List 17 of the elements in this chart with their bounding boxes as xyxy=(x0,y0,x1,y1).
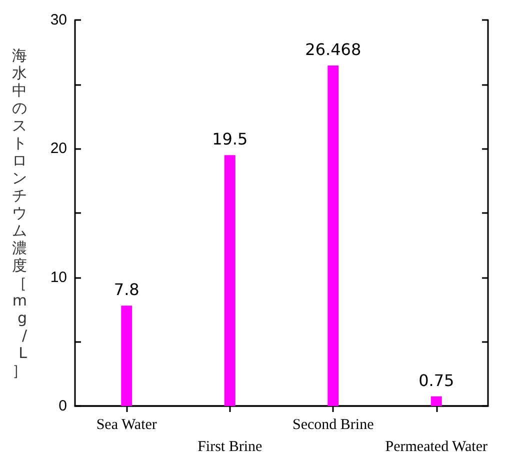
bar xyxy=(430,396,442,406)
bar xyxy=(121,306,132,406)
data-label: 7.8 xyxy=(114,280,140,300)
bar xyxy=(328,65,339,406)
data-label: 0.75 xyxy=(418,370,454,390)
x-tick-label: Sea Water xyxy=(96,417,157,433)
text: 海水中のストロンチウム濃度［mg/L］ xyxy=(12,46,27,380)
y-tick-label: 10 xyxy=(50,268,67,286)
x-tick-label: Permeated Water xyxy=(385,439,488,455)
data-label: 19.5 xyxy=(212,130,248,149)
y-tick-label: 30 xyxy=(50,12,67,28)
bar xyxy=(224,155,236,406)
data-label: 26.468 xyxy=(305,40,362,59)
x-tick-label: Second Brine xyxy=(292,417,374,433)
y-tick-label: 20 xyxy=(50,140,67,158)
y-tick-label: 0 xyxy=(58,398,67,414)
x-tick-label: First Brine xyxy=(198,439,263,455)
